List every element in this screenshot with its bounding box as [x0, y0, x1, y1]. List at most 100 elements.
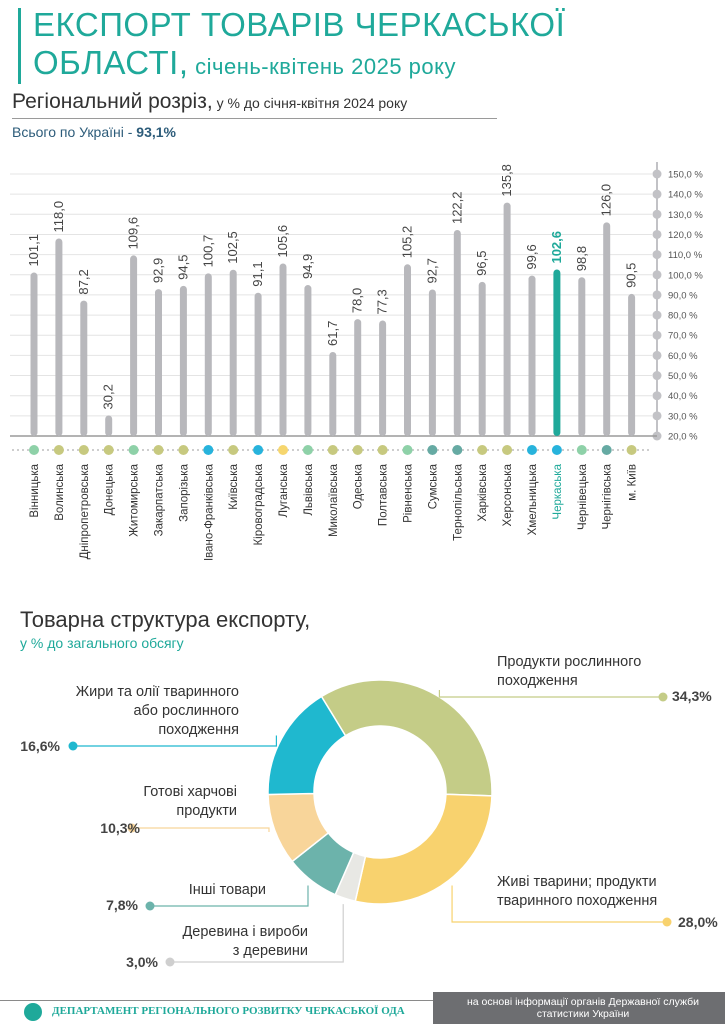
structure-donut-chart: Продукти рослинного походження 34,3% Живі т…	[20, 654, 718, 970]
region-label: Вінницька	[29, 463, 41, 517]
regional-title: Регіональний розріз,	[12, 90, 213, 113]
leader-line	[438, 690, 663, 698]
bar-value-label: 118,0	[51, 201, 66, 233]
region-label: м. Київ	[627, 464, 639, 501]
y-tick-label: 120,0 %	[668, 230, 703, 241]
bar	[628, 293, 636, 436]
bar	[453, 230, 461, 436]
slice-value-label: 16,6%	[20, 738, 60, 754]
label-dot	[658, 692, 668, 702]
bar	[254, 292, 262, 436]
bar-value-label: 91,1	[250, 261, 265, 286]
region-dot	[626, 445, 637, 455]
bar	[329, 351, 337, 436]
page-title: ЕКСПОРТ ТОВАРІВ ЧЕРКАСЬКОЇ ОБЛАСТІ, січе…	[33, 6, 565, 86]
bar-value-label: 92,7	[424, 258, 439, 283]
region-label: Сумська	[427, 463, 439, 509]
bar-value-label: 30,2	[101, 384, 116, 409]
region-label: Волинська	[54, 463, 66, 520]
region-dot	[477, 445, 488, 455]
bar-value-label: 78,0	[350, 288, 365, 313]
bar	[404, 264, 411, 436]
slice-category-label: або рослинного	[133, 703, 239, 719]
leader-line	[150, 885, 309, 907]
region-dot	[377, 445, 388, 455]
slice-value-label: 7,8%	[106, 897, 138, 913]
y-tick-label: 130,0 %	[668, 210, 703, 221]
slice-category-label: тваринного походження	[497, 893, 657, 909]
y-tick-label: 60,0 %	[668, 351, 698, 362]
bar-value-label: 109,6	[126, 217, 141, 250]
bar	[229, 269, 237, 436]
region-dot	[302, 445, 313, 455]
y-tick-label: 110,0 %	[668, 250, 703, 261]
region-label: Івано-Франківська	[203, 463, 215, 561]
title-line-2: ОБЛАСТІ, січень-квітень 2025 року	[33, 44, 565, 86]
donut-slice	[267, 695, 347, 796]
slice-value-label: 10,3%	[100, 820, 140, 836]
slice-category-label: Жири та олії тваринного	[76, 684, 239, 700]
bar	[105, 415, 113, 436]
regional-section-title: Регіональний розріз, у % до січня-квітня…	[12, 90, 407, 114]
ukraine-total: Всього по Україні - 93,1%	[12, 124, 176, 140]
bar	[528, 275, 536, 436]
bar-value-label: 102,5	[225, 231, 240, 264]
leader-line	[170, 904, 344, 963]
title-line-2-main: ОБЛАСТІ,	[33, 44, 189, 81]
region-dot	[78, 445, 89, 455]
bar	[204, 273, 212, 436]
region-dot	[53, 445, 64, 455]
regional-subtitle: у % до січня-квітня 2024 року	[212, 95, 408, 111]
region-label: Кіровоградська	[253, 463, 265, 545]
bar-value-label: 61,7	[325, 321, 340, 346]
bar	[30, 272, 38, 436]
region-dot	[153, 445, 164, 455]
bar	[503, 202, 511, 436]
bar-value-label: 77,3	[375, 289, 390, 314]
bar-value-label: 94,5	[175, 255, 190, 280]
region-label: Рівненська	[403, 463, 415, 522]
region-dot	[452, 445, 463, 455]
y-tick-label: 20,0 %	[668, 432, 698, 443]
bar-value-label: 92,9	[151, 258, 166, 283]
slice-category-label: походження	[497, 673, 578, 689]
slice-value-label: 3,0%	[126, 954, 158, 970]
title-accent-bar	[18, 8, 21, 84]
y-tick-label: 40,0 %	[668, 391, 698, 402]
bar-value-label: 102,6	[549, 231, 564, 264]
slice-category-label: продукти	[176, 803, 237, 819]
region-dot	[103, 445, 114, 455]
region-label: Черкаська	[552, 463, 564, 519]
bar-value-label: 98,8	[574, 246, 589, 271]
region-label: Чернігівська	[602, 463, 614, 529]
slice-category-label: Готові харчові	[143, 784, 237, 800]
bar	[354, 319, 362, 436]
slice-category-label: з деревини	[233, 943, 308, 959]
footer-divider	[0, 1000, 440, 1001]
region-label: Луганська	[278, 463, 290, 517]
region-dot	[352, 445, 363, 455]
bar	[603, 222, 611, 436]
y-tick-label: 70,0 %	[668, 331, 698, 342]
bar	[379, 320, 387, 436]
bar	[179, 285, 187, 436]
bar-value-label: 135,8	[499, 164, 514, 197]
footer-source: на основі інформації органів Державної с…	[466, 996, 699, 1020]
bar	[578, 277, 586, 436]
region-label: Дніпропетровська	[79, 463, 91, 559]
bar	[80, 300, 88, 436]
region-label: Київська	[228, 463, 240, 509]
structure-subtitle: у % до загального обсягу	[20, 635, 184, 651]
leader-line	[451, 885, 667, 923]
region-dot	[203, 445, 214, 455]
bar	[279, 263, 287, 436]
bar-value-label: 105,6	[275, 225, 290, 258]
title-line-1: ЕКСПОРТ ТОВАРІВ ЧЕРКАСЬКОЇ	[33, 6, 566, 43]
structure-title: Товарна структура експорту,	[20, 607, 311, 632]
region-dot	[228, 445, 239, 455]
bar-value-label: 99,6	[524, 244, 539, 269]
slice-value-label: 28,0%	[678, 914, 718, 930]
total-label: Всього по Україні -	[12, 124, 137, 140]
region-dot	[527, 445, 537, 455]
bar	[304, 285, 312, 436]
